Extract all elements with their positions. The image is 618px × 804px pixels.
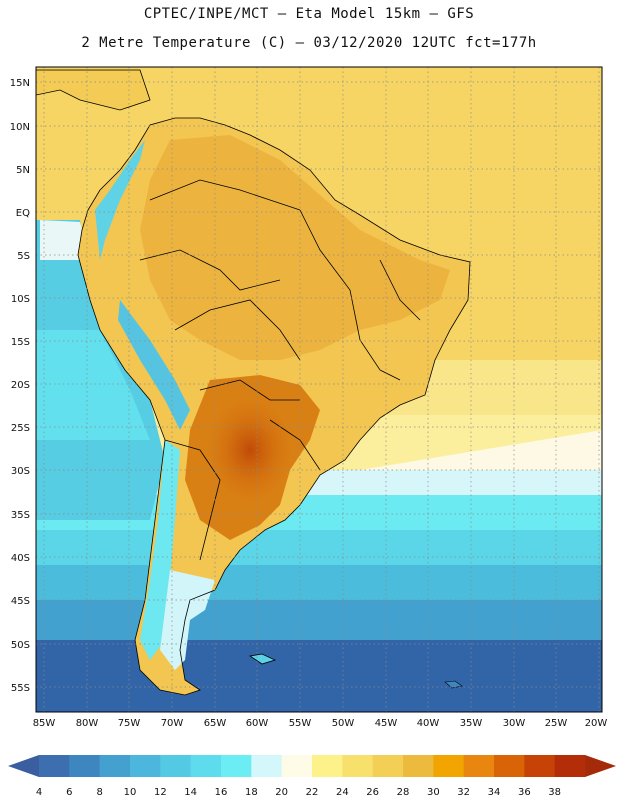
lon-label: 45W bbox=[375, 718, 398, 729]
colorbar-cell bbox=[554, 755, 586, 777]
ocean-band-10 bbox=[36, 600, 602, 645]
colorbar-label: 28 bbox=[397, 787, 410, 798]
andes-cool-north bbox=[95, 140, 145, 260]
colorbar-label: 10 bbox=[124, 787, 137, 798]
colorbar-cell bbox=[39, 755, 70, 777]
lon-label: 85W bbox=[33, 718, 56, 729]
colorbar-cell bbox=[312, 755, 343, 777]
colorbar-cell bbox=[130, 755, 161, 777]
colorbar-label: 36 bbox=[518, 787, 531, 798]
colorbar-label: 30 bbox=[427, 787, 440, 798]
colorbar-cell bbox=[190, 755, 222, 777]
lat-label: 40S bbox=[11, 553, 30, 564]
colorbar-label: 4 bbox=[36, 787, 42, 798]
colorbar-label: 18 bbox=[245, 787, 258, 798]
colorbar-label: 24 bbox=[336, 787, 349, 798]
colorbar-cell bbox=[69, 755, 101, 777]
colorbar-label: 14 bbox=[184, 787, 197, 798]
lat-label: 5S bbox=[17, 251, 30, 262]
lon-label: 40W bbox=[417, 718, 440, 729]
lat-label: 15N bbox=[10, 78, 30, 89]
pacific-cool-water-inner bbox=[36, 330, 150, 440]
colorbar-cell bbox=[281, 755, 313, 777]
colorbar-cell bbox=[160, 755, 192, 777]
longitude-labels: 85W 80W 75W 70W 65W 60W 55W 50W 45W 40W … bbox=[33, 718, 608, 729]
colorbar-under-arrow bbox=[8, 755, 39, 777]
colorbar-cell bbox=[251, 755, 283, 777]
lon-label: 30W bbox=[503, 718, 526, 729]
colorbar-label: 8 bbox=[96, 787, 102, 798]
map-title-field: 2 Metre Temperature (C) – 03/12/2020 12U… bbox=[81, 35, 537, 51]
colorbar-cell bbox=[433, 755, 465, 777]
colorbar-label: 20 bbox=[275, 787, 288, 798]
lon-label: 65W bbox=[204, 718, 227, 729]
colorbar-cell bbox=[342, 755, 374, 777]
patagonia-cool bbox=[160, 570, 215, 670]
lat-label: 55S bbox=[11, 683, 30, 694]
colorbar-label: 16 bbox=[215, 787, 228, 798]
colorbar-cell bbox=[403, 755, 434, 777]
land-warm-north bbox=[140, 135, 450, 360]
map-title-model: CPTEC/INPE/MCT – Eta Model 15km – GFS bbox=[143, 6, 475, 22]
lon-label: 80W bbox=[76, 718, 99, 729]
colorbar-cell bbox=[463, 755, 495, 777]
lon-label: 50W bbox=[332, 718, 355, 729]
ocean-band-6 bbox=[36, 640, 602, 712]
lat-label: 5N bbox=[16, 165, 30, 176]
andes-cool-south bbox=[140, 440, 180, 660]
lon-label: 75W bbox=[118, 718, 141, 729]
pacific-equatorial-patch bbox=[40, 220, 90, 260]
colorbar-over-arrow bbox=[585, 755, 616, 777]
colorbar-label: 32 bbox=[457, 787, 470, 798]
falkland-islands bbox=[248, 653, 277, 665]
lon-label: 70W bbox=[161, 718, 184, 729]
andes-cool-central bbox=[118, 300, 190, 430]
south-georgia-island bbox=[444, 680, 463, 689]
land-hottest-core bbox=[205, 395, 295, 505]
colorbar-legend: 4 6 8 10 12 14 16 18 20 22 24 26 28 30 32 34 36 38 bbox=[8, 755, 616, 798]
lat-label: 20S bbox=[11, 380, 30, 391]
colorbar-cell bbox=[524, 755, 556, 777]
lat-label: 25S bbox=[11, 423, 30, 434]
ocean-band-14 bbox=[36, 530, 602, 570]
lon-label: 35W bbox=[460, 718, 483, 729]
map-frame bbox=[35, 66, 603, 713]
lat-label: 15S bbox=[11, 337, 30, 348]
lon-label: 55W bbox=[289, 718, 312, 729]
latitude-labels: 15N 10N 5N EQ 5S 10S 15S 20S 25S 30S 35S… bbox=[10, 78, 30, 694]
lon-label: 25W bbox=[545, 718, 568, 729]
lat-label: 35S bbox=[11, 510, 30, 521]
colorbar-cell bbox=[494, 755, 525, 777]
lat-label: 30S bbox=[11, 466, 30, 477]
colorbar-label: 34 bbox=[488, 787, 501, 798]
lat-label: 45S bbox=[11, 596, 30, 607]
lon-label: 60W bbox=[246, 718, 269, 729]
colorbar-cell bbox=[372, 755, 404, 777]
colorbar-label: 26 bbox=[366, 787, 379, 798]
colorbar-label: 22 bbox=[306, 787, 319, 798]
lat-label: 10N bbox=[10, 122, 30, 133]
lat-label: 50S bbox=[11, 640, 30, 651]
temperature-field bbox=[36, 67, 602, 712]
colorbar-label: 12 bbox=[154, 787, 167, 798]
colorbar-cell bbox=[221, 755, 252, 777]
lat-label: EQ bbox=[16, 208, 30, 219]
lat-label: 10S bbox=[11, 294, 30, 305]
central-america-land bbox=[36, 69, 151, 111]
ocean-band-12 bbox=[36, 565, 602, 605]
colorbar-label: 6 bbox=[66, 787, 72, 798]
lon-label: 20W bbox=[585, 718, 608, 729]
colorbar-label: 38 bbox=[548, 787, 561, 798]
colorbar-cell bbox=[99, 755, 131, 777]
